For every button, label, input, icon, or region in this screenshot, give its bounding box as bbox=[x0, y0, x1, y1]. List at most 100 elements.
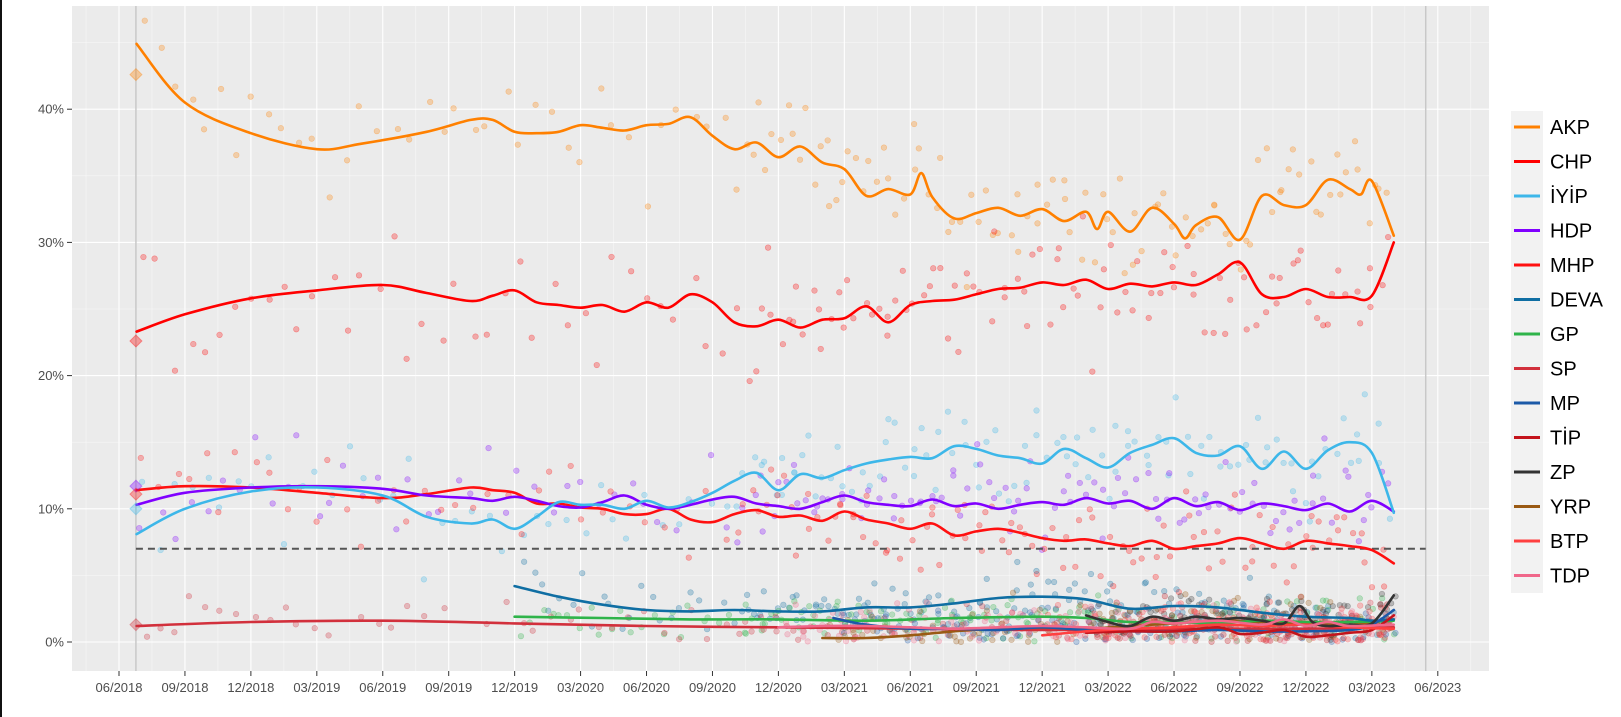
poll-point-CHP bbox=[266, 296, 273, 303]
poll-point-GP bbox=[1325, 606, 1332, 614]
poll-point-BTP bbox=[1332, 636, 1339, 643]
poll-point-MHP bbox=[1033, 570, 1040, 578]
poll-point-HDP bbox=[929, 493, 936, 500]
poll-point-TİP bbox=[1208, 638, 1215, 645]
poll-point-MP bbox=[867, 612, 874, 619]
poll-point-İYİP bbox=[215, 504, 223, 511]
poll-point-AKP bbox=[865, 157, 872, 165]
poll-point-DEVA bbox=[1081, 588, 1088, 595]
poll-point-GP bbox=[1081, 608, 1088, 615]
poll-point-MHP bbox=[1190, 533, 1197, 541]
poll-point-AKP bbox=[514, 141, 521, 148]
poll-point-MHP bbox=[253, 459, 260, 466]
poll-point-AKP bbox=[873, 178, 881, 185]
poll-point-MHP bbox=[175, 470, 183, 478]
poll-point-TİP bbox=[1340, 635, 1347, 642]
poll-point-SP bbox=[143, 633, 151, 640]
poll-point-CHP bbox=[876, 305, 883, 312]
poll-point-CHP bbox=[483, 331, 490, 338]
poll-point-DEVA bbox=[1013, 587, 1020, 594]
poll-point-AKP bbox=[1015, 248, 1022, 255]
poll-point-AKP bbox=[1334, 151, 1341, 158]
poll-point-İYİP bbox=[859, 469, 866, 476]
poll-point-DEVA bbox=[901, 601, 908, 608]
poll-point-CHP bbox=[1047, 321, 1054, 328]
legend-label-YRP: YRP bbox=[1550, 497, 1591, 519]
poll-point-CHP bbox=[331, 274, 339, 281]
poll-point-HDP bbox=[1202, 491, 1209, 498]
poll-point-CHP bbox=[1210, 329, 1217, 337]
poll-point-MHP bbox=[1063, 533, 1070, 541]
poll-point-CHP bbox=[440, 337, 447, 344]
poll-point-AKP bbox=[1154, 201, 1162, 208]
poll-point-CHP bbox=[1354, 288, 1361, 295]
poll-point-İYİP bbox=[1011, 482, 1018, 489]
poll-point-YRP bbox=[1218, 611, 1225, 618]
poll-point-CHP bbox=[1060, 304, 1067, 311]
poll-point-CHP bbox=[293, 326, 300, 333]
poll-point-CHP bbox=[1268, 273, 1276, 280]
poll-point-DEVA bbox=[993, 608, 1000, 615]
poll-point-MHP bbox=[1016, 524, 1023, 531]
poll-point-YRP bbox=[1090, 619, 1097, 627]
poll-point-GP bbox=[1293, 598, 1301, 605]
poll-point-HDP bbox=[1023, 485, 1030, 492]
poll-point-DEVA bbox=[1182, 633, 1189, 640]
poll-point-İYİP bbox=[1302, 500, 1309, 507]
poll-point-HDP bbox=[160, 509, 167, 516]
poll-point-SP bbox=[387, 624, 395, 631]
poll-point-YRP bbox=[1273, 635, 1280, 642]
poll-point-MHP bbox=[1126, 547, 1133, 555]
poll-point-MP bbox=[980, 636, 987, 643]
y-axis: 0% 10% 20% 30% 40% bbox=[38, 102, 72, 650]
poll-point-CHP bbox=[344, 327, 352, 334]
poll-point-SP bbox=[795, 636, 802, 643]
poll-point-CHP bbox=[201, 349, 209, 356]
poll-point-MP bbox=[1124, 611, 1131, 618]
poll-point-HDP bbox=[502, 509, 510, 516]
poll-point-MP bbox=[988, 631, 995, 638]
poll-point-HDP bbox=[891, 492, 898, 500]
poll-point-HDP bbox=[890, 515, 897, 522]
poll-point-MHP bbox=[1106, 533, 1114, 541]
poll-point-HDP bbox=[1099, 535, 1106, 542]
poll-point-CHP bbox=[1074, 292, 1081, 299]
poll-point-CHP bbox=[1273, 300, 1280, 307]
poll-point-DEVA bbox=[864, 599, 871, 606]
poll-point-AKP bbox=[722, 114, 729, 121]
poll-point-AKP bbox=[994, 230, 1001, 237]
poll-point-YRP bbox=[1213, 610, 1220, 617]
poll-point-CHP bbox=[779, 341, 787, 348]
poll-point-İYİP bbox=[1054, 439, 1061, 446]
poll-point-YRP bbox=[989, 636, 996, 644]
poll-point-AKP bbox=[141, 17, 148, 24]
poll-point-MHP bbox=[1242, 564, 1249, 571]
poll-point-MHP bbox=[735, 529, 742, 536]
poll-point-DEVA bbox=[1104, 588, 1111, 595]
poll-point-MHP bbox=[1152, 573, 1159, 581]
poll-point-GP bbox=[1379, 595, 1386, 602]
poll-point-MHP bbox=[723, 536, 730, 543]
poll-point-AKP bbox=[625, 134, 633, 141]
poll-point-MP bbox=[935, 607, 942, 614]
poll-point-AKP bbox=[481, 123, 488, 130]
poll-point-TİP bbox=[1191, 608, 1198, 615]
poll-point-TDP bbox=[1226, 599, 1233, 606]
poll-point-MHP bbox=[917, 566, 924, 573]
poll-point-YRP bbox=[1009, 589, 1017, 596]
poll-point-BTP bbox=[1334, 638, 1341, 645]
poll-point-MHP bbox=[357, 543, 365, 550]
poll-point-İYİP bbox=[1273, 436, 1280, 443]
poll-point-YRP bbox=[1182, 591, 1189, 598]
poll-point-MHP bbox=[1219, 558, 1226, 565]
poll-point-DEVA bbox=[1325, 603, 1332, 610]
poll-point-GP bbox=[1391, 631, 1398, 638]
poll-point-MP bbox=[963, 620, 970, 627]
poll-point-AKP bbox=[1243, 237, 1250, 244]
poll-point-TDP bbox=[1031, 607, 1038, 614]
poll-point-HDP bbox=[1267, 529, 1274, 537]
poll-point-İYİP bbox=[1021, 442, 1029, 449]
poll-point-GP bbox=[1169, 635, 1176, 642]
poll-point-İYİP bbox=[1217, 463, 1224, 470]
poll-point-AKP bbox=[777, 136, 785, 144]
